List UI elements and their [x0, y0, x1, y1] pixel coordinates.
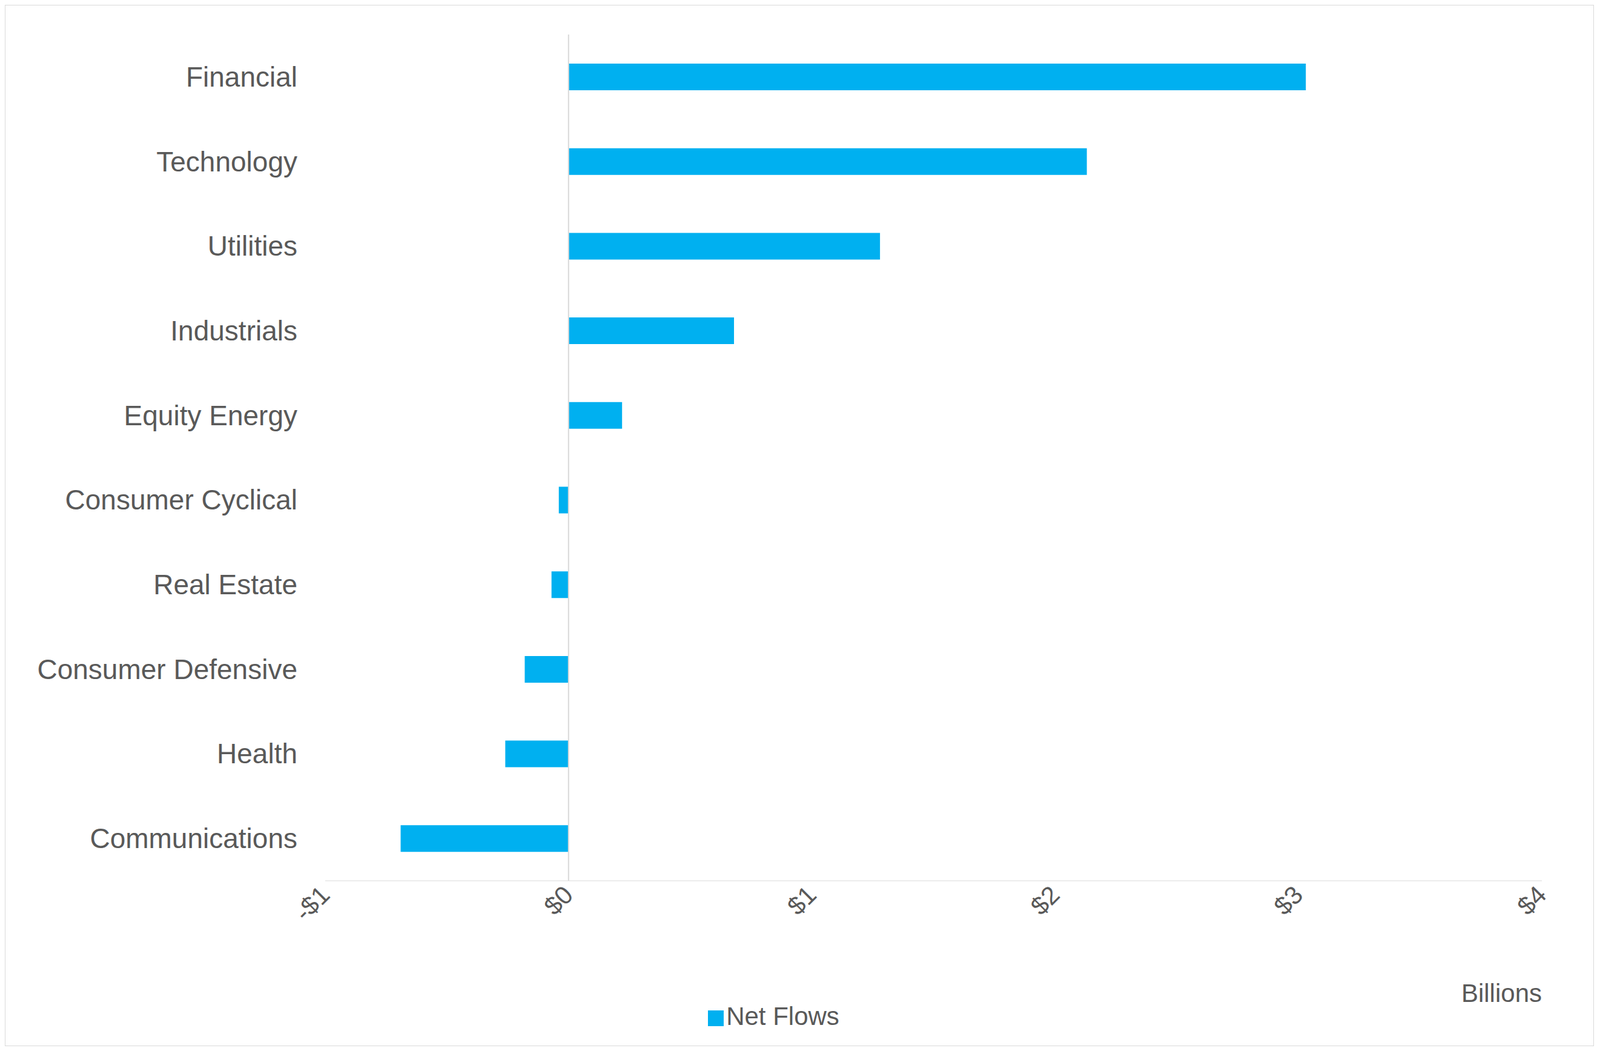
svg-text:$4: $4	[1511, 879, 1552, 920]
svg-text:Health: Health	[216, 737, 298, 770]
svg-text:Financial: Financial	[185, 61, 298, 93]
svg-text:$1: $1	[781, 879, 822, 920]
svg-text:Utilities: Utilities	[207, 230, 298, 262]
html-text:Net Flows: Net Flows	[726, 1001, 840, 1031]
svg-text:Industrials: Industrials	[170, 314, 298, 347]
svg-text:Consumer Defensive: Consumer Defensive	[36, 653, 298, 685]
svg-text:$0: $0	[538, 879, 579, 920]
svg-text:Equity Energy: Equity Energy	[124, 399, 298, 432]
svg-text:$2: $2	[1024, 879, 1065, 920]
svg-text:Real Estate: Real Estate	[153, 568, 298, 601]
svg-text:Technology: Technology	[156, 145, 298, 178]
svg-text:Communications: Communications	[89, 822, 298, 854]
svg-text:$3: $3	[1268, 879, 1309, 920]
svg-text:Billions: Billions	[1461, 978, 1542, 1008]
svg-text:-$1: -$1	[288, 879, 335, 926]
svg-text:Consumer Cyclical: Consumer Cyclical	[65, 483, 298, 516]
